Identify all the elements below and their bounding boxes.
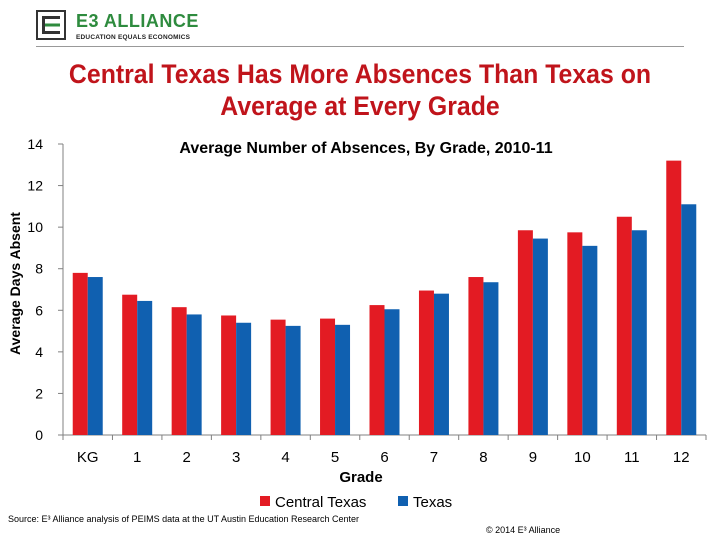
- bar-texas: [236, 322, 252, 435]
- x-tick-label: 8: [479, 449, 487, 466]
- x-axis-label: Grade: [339, 469, 382, 486]
- copyright-note: © 2014 E³ Alliance: [486, 525, 561, 535]
- x-tick-label: 1: [133, 449, 141, 466]
- logo-name: E3 ALLIANCE: [76, 11, 199, 31]
- legend-swatch: [260, 496, 270, 506]
- x-tick-label: 6: [380, 449, 388, 466]
- slide-title: Central Texas Has More Absences Than Tex…: [29, 58, 691, 122]
- bar-central-texas: [666, 160, 682, 435]
- bar-central-texas: [616, 216, 632, 435]
- bar-central-texas: [270, 319, 286, 435]
- header-divider: [36, 46, 684, 47]
- y-tick-label: 4: [35, 344, 43, 360]
- bar-texas: [532, 238, 548, 435]
- bar-texas: [335, 324, 351, 435]
- bar-texas: [483, 282, 499, 435]
- bar-texas: [285, 325, 301, 435]
- y-tick-label: 6: [35, 302, 43, 318]
- y-tick-label: 10: [27, 219, 43, 235]
- x-tick-label: 3: [232, 449, 240, 466]
- source-note: Source: E³ Alliance analysis of PEIMS da…: [8, 514, 360, 524]
- bar-central-texas: [72, 272, 88, 435]
- bar-central-texas: [171, 307, 187, 435]
- x-tick-label: 12: [673, 449, 690, 466]
- x-tick-label: 10: [574, 449, 591, 466]
- bar-central-texas: [369, 305, 385, 435]
- bar-central-texas: [221, 315, 237, 435]
- slide-title-line-1: Central Texas Has More Absences Than Tex…: [68, 59, 652, 89]
- x-tick-label: 11: [624, 449, 640, 466]
- x-tick-label: 7: [430, 449, 438, 466]
- bar-texas: [582, 245, 598, 435]
- y-tick-label: 2: [35, 385, 43, 401]
- y-tick-label: 0: [35, 427, 43, 443]
- y-tick-label: 12: [27, 178, 43, 194]
- legend-label: Texas: [413, 494, 452, 511]
- logo-mark-icon: [36, 10, 66, 40]
- chart-title: Average Number of Absences, By Grade, 20…: [179, 140, 552, 157]
- bar-central-texas: [320, 318, 336, 435]
- bar-texas: [433, 293, 449, 435]
- bar-central-texas: [567, 232, 583, 435]
- x-tick-label: 5: [331, 449, 339, 466]
- bar-central-texas: [517, 230, 533, 435]
- x-tick-label: 4: [281, 449, 289, 466]
- bar-texas: [137, 300, 153, 435]
- bar-central-texas: [468, 277, 484, 435]
- bar-central-texas: [122, 294, 138, 435]
- legend-label: Central Texas: [275, 494, 366, 511]
- bar-texas: [186, 314, 202, 435]
- bar-texas: [384, 309, 400, 435]
- logo-tagline: EDUCATION EQUALS ECONOMICS: [76, 34, 191, 41]
- y-tick-label: 8: [35, 261, 43, 277]
- bar-central-texas: [418, 290, 434, 435]
- x-tick-label: 9: [529, 449, 537, 466]
- y-axis-label: Average Days Absent: [7, 212, 23, 355]
- bar-texas: [631, 230, 647, 435]
- bar-texas: [87, 277, 103, 435]
- bar-texas: [681, 204, 697, 435]
- x-tick-label: 2: [182, 449, 190, 466]
- x-tick-label: KG: [77, 449, 99, 466]
- legend-swatch: [398, 496, 408, 506]
- logo: E3 ALLIANCE EDUCATION EQUALS ECONOMICS: [36, 10, 236, 44]
- slide-title-line-2: Average at Every Grade: [220, 91, 500, 121]
- y-tick-label: 14: [27, 136, 43, 152]
